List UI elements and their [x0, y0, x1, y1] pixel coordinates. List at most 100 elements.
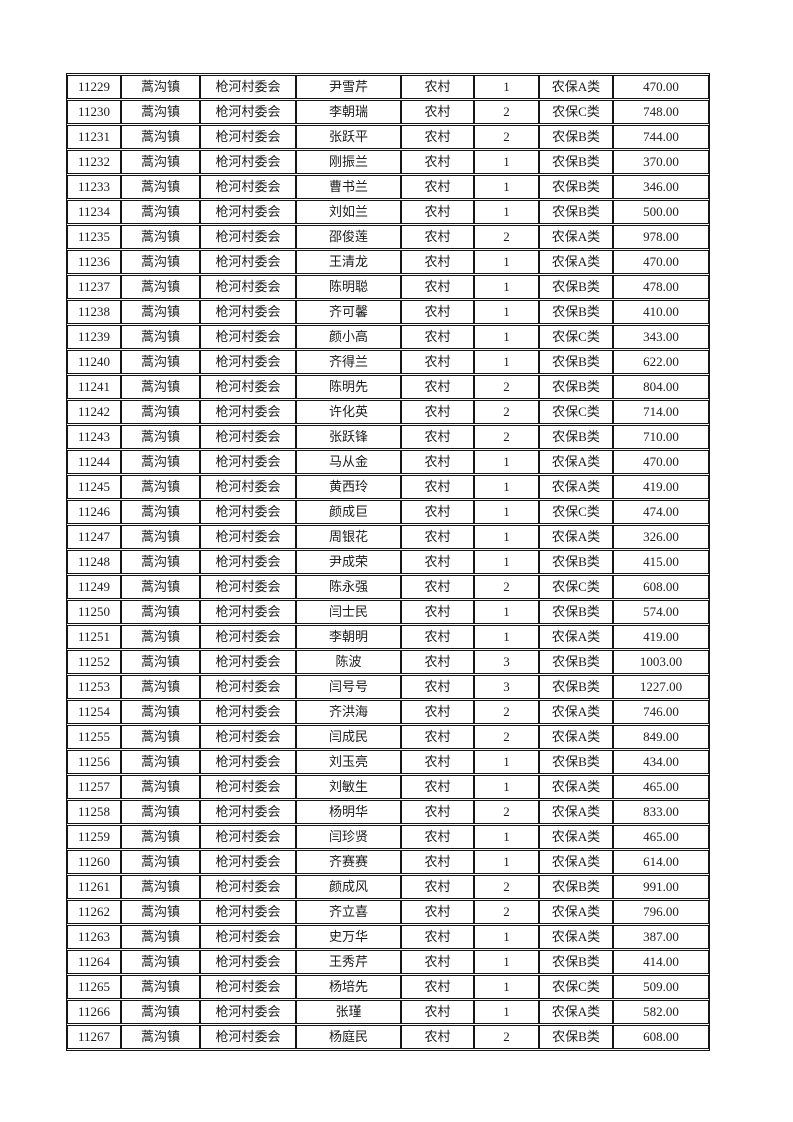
- cell-record-id: 11260: [67, 850, 121, 874]
- cell-person-name: 邵俊莲: [296, 225, 401, 249]
- cell-person-count: 1: [474, 250, 539, 274]
- cell-amount: 346.00: [613, 175, 709, 199]
- cell-record-id: 11230: [67, 100, 121, 124]
- cell-record-id: 11263: [67, 925, 121, 949]
- cell-town: 蒿沟镇: [121, 925, 200, 949]
- table-row: 11247 蒿沟镇 枪河村委会 周银花 农村 1 农保A类 326.00: [67, 525, 709, 549]
- cell-record-id: 11236: [67, 250, 121, 274]
- cell-person-count: 2: [474, 1025, 539, 1049]
- cell-record-id: 11238: [67, 300, 121, 324]
- cell-area-type: 农村: [401, 500, 474, 524]
- cell-area-type: 农村: [401, 675, 474, 699]
- cell-town: 蒿沟镇: [121, 1000, 200, 1024]
- cell-record-id: 11241: [67, 375, 121, 399]
- cell-person-name: 齐赛赛: [296, 850, 401, 874]
- cell-area-type: 农村: [401, 1000, 474, 1024]
- cell-insurance-class: 农保C类: [539, 575, 613, 599]
- cell-town: 蒿沟镇: [121, 275, 200, 299]
- cell-village-committee: 枪河村委会: [200, 250, 296, 274]
- cell-area-type: 农村: [401, 800, 474, 824]
- cell-area-type: 农村: [401, 550, 474, 574]
- cell-person-count: 1: [474, 325, 539, 349]
- cell-town: 蒿沟镇: [121, 125, 200, 149]
- cell-insurance-class: 农保B类: [539, 425, 613, 449]
- cell-town: 蒿沟镇: [121, 300, 200, 324]
- cell-amount: 470.00: [613, 250, 709, 274]
- cell-person-name: 许化英: [296, 400, 401, 424]
- cell-record-id: 11264: [67, 950, 121, 974]
- cell-insurance-class: 农保C类: [539, 500, 613, 524]
- cell-village-committee: 枪河村委会: [200, 75, 296, 99]
- cell-village-committee: 枪河村委会: [200, 175, 296, 199]
- cell-village-committee: 枪河村委会: [200, 775, 296, 799]
- cell-record-id: 11250: [67, 600, 121, 624]
- cell-village-committee: 枪河村委会: [200, 575, 296, 599]
- cell-person-count: 1: [474, 625, 539, 649]
- cell-insurance-class: 农保B类: [539, 350, 613, 374]
- cell-area-type: 农村: [401, 600, 474, 624]
- cell-area-type: 农村: [401, 975, 474, 999]
- cell-person-name: 齐立喜: [296, 900, 401, 924]
- cell-insurance-class: 农保A类: [539, 825, 613, 849]
- cell-village-committee: 枪河村委会: [200, 300, 296, 324]
- table-row: 11256 蒿沟镇 枪河村委会 刘玉亮 农村 1 农保B类 434.00: [67, 750, 709, 774]
- cell-insurance-class: 农保A类: [539, 75, 613, 99]
- cell-person-count: 1: [474, 925, 539, 949]
- cell-village-committee: 枪河村委会: [200, 1025, 296, 1049]
- cell-record-id: 11249: [67, 575, 121, 599]
- cell-amount: 474.00: [613, 500, 709, 524]
- cell-village-committee: 枪河村委会: [200, 600, 296, 624]
- table-row: 11265 蒿沟镇 枪河村委会 杨培先 农村 1 农保C类 509.00: [67, 975, 709, 999]
- cell-area-type: 农村: [401, 275, 474, 299]
- cell-village-committee: 枪河村委会: [200, 425, 296, 449]
- cell-person-name: 颜小高: [296, 325, 401, 349]
- cell-person-name: 刘敏生: [296, 775, 401, 799]
- cell-amount: 370.00: [613, 150, 709, 174]
- table-row: 11234 蒿沟镇 枪河村委会 刘如兰 农村 1 农保B类 500.00: [67, 200, 709, 224]
- cell-person-name: 颜成风: [296, 875, 401, 899]
- cell-person-name: 张跃平: [296, 125, 401, 149]
- cell-person-count: 1: [474, 750, 539, 774]
- cell-amount: 622.00: [613, 350, 709, 374]
- cell-amount: 744.00: [613, 125, 709, 149]
- cell-amount: 746.00: [613, 700, 709, 724]
- cell-amount: 419.00: [613, 625, 709, 649]
- cell-record-id: 11266: [67, 1000, 121, 1024]
- cell-area-type: 农村: [401, 750, 474, 774]
- table-row: 11238 蒿沟镇 枪河村委会 齐可馨 农村 1 农保B类 410.00: [67, 300, 709, 324]
- table-row: 11244 蒿沟镇 枪河村委会 马从金 农村 1 农保A类 470.00: [67, 450, 709, 474]
- cell-village-committee: 枪河村委会: [200, 400, 296, 424]
- table-row: 11264 蒿沟镇 枪河村委会 王秀芹 农村 1 农保B类 414.00: [67, 950, 709, 974]
- cell-town: 蒿沟镇: [121, 75, 200, 99]
- cell-amount: 465.00: [613, 825, 709, 849]
- cell-area-type: 农村: [401, 725, 474, 749]
- cell-town: 蒿沟镇: [121, 450, 200, 474]
- cell-amount: 582.00: [613, 1000, 709, 1024]
- cell-person-name: 尹雪芹: [296, 75, 401, 99]
- cell-village-committee: 枪河村委会: [200, 550, 296, 574]
- cell-village-committee: 枪河村委会: [200, 725, 296, 749]
- cell-person-name: 刚振兰: [296, 150, 401, 174]
- cell-person-count: 1: [474, 950, 539, 974]
- cell-amount: 710.00: [613, 425, 709, 449]
- cell-person-name: 张跃锋: [296, 425, 401, 449]
- cell-area-type: 农村: [401, 625, 474, 649]
- table-row: 11252 蒿沟镇 枪河村委会 陈波 农村 3 农保B类 1003.00: [67, 650, 709, 674]
- table-row: 11231 蒿沟镇 枪河村委会 张跃平 农村 2 农保B类 744.00: [67, 125, 709, 149]
- cell-person-count: 1: [474, 450, 539, 474]
- cell-insurance-class: 农保A类: [539, 925, 613, 949]
- table-row: 11232 蒿沟镇 枪河村委会 刚振兰 农村 1 农保B类 370.00: [67, 150, 709, 174]
- cell-person-count: 1: [474, 175, 539, 199]
- table-row: 11236 蒿沟镇 枪河村委会 王清龙 农村 1 农保A类 470.00: [67, 250, 709, 274]
- cell-person-count: 1: [474, 975, 539, 999]
- cell-insurance-class: 农保B类: [539, 950, 613, 974]
- cell-town: 蒿沟镇: [121, 825, 200, 849]
- cell-amount: 991.00: [613, 875, 709, 899]
- cell-record-id: 11234: [67, 200, 121, 224]
- cell-town: 蒿沟镇: [121, 950, 200, 974]
- cell-insurance-class: 农保B类: [539, 175, 613, 199]
- table-row: 11266 蒿沟镇 枪河村委会 张瑾 农村 1 农保A类 582.00: [67, 1000, 709, 1024]
- cell-amount: 470.00: [613, 450, 709, 474]
- cell-village-committee: 枪河村委会: [200, 800, 296, 824]
